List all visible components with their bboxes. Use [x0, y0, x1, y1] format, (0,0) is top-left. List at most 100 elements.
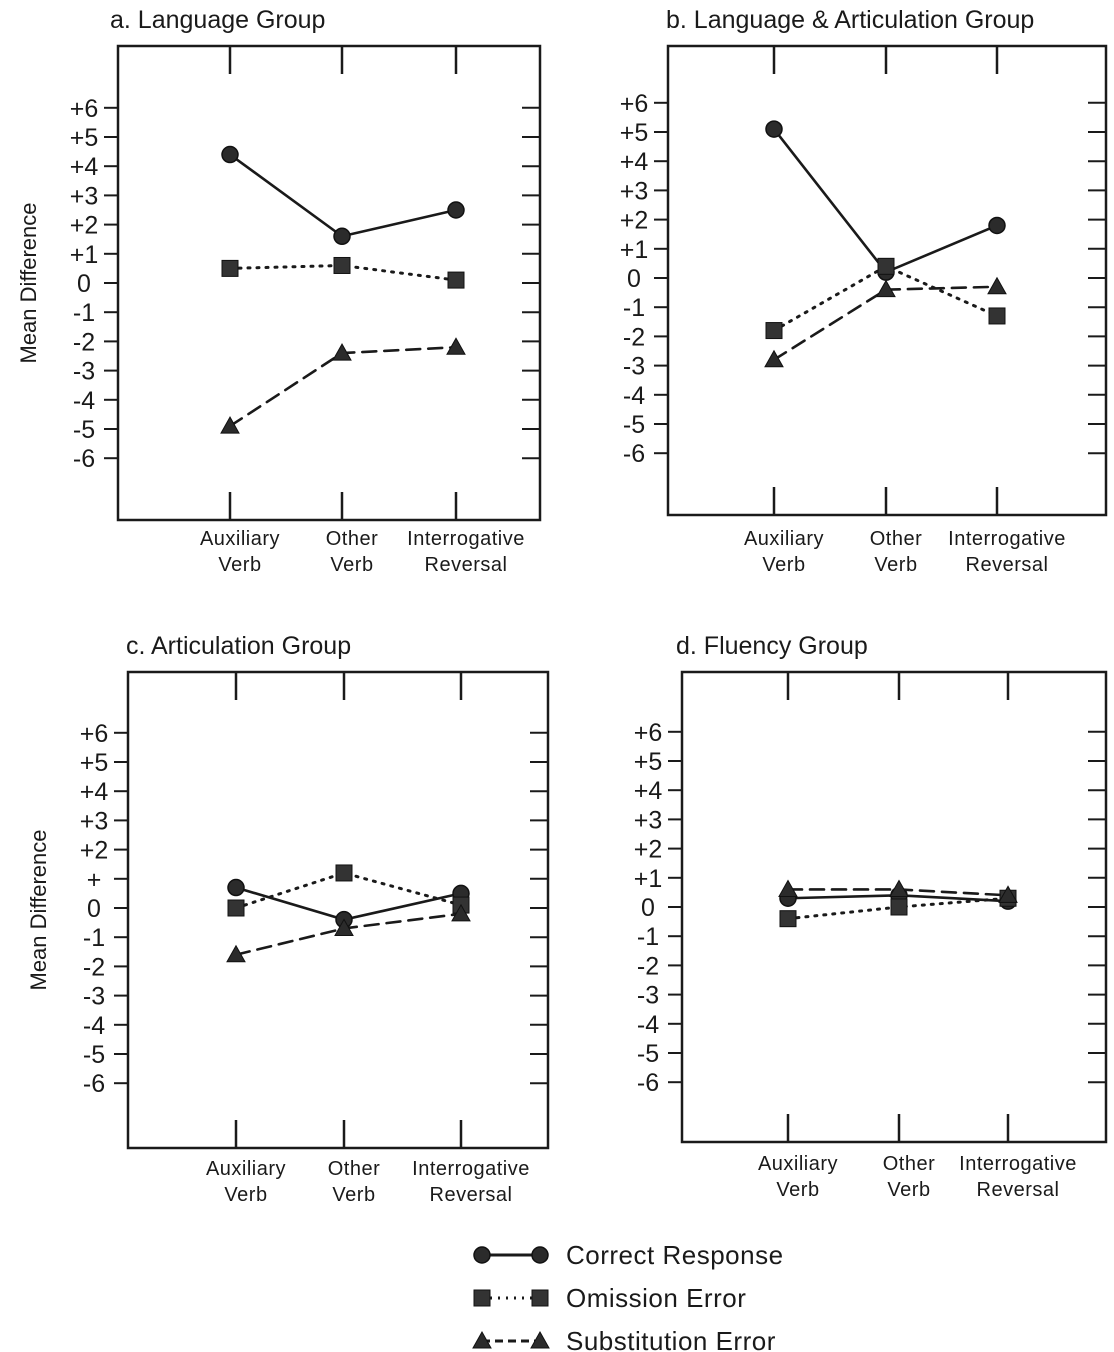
data-point-circle [221, 145, 239, 164]
chart-panels: a. Language Group+6+5+4+3+2+10-1-2-3-4-5… [16, 6, 1108, 1206]
y-tick-label: -3 [623, 353, 645, 381]
y-tick-label: -4 [623, 382, 645, 410]
x-category-label: Verb [332, 1184, 375, 1206]
y-tick-label: -3 [73, 358, 95, 386]
y-tick-label: +4 [634, 777, 663, 805]
legend-marker-circle [473, 1246, 491, 1264]
panel-a: a. Language Group +6+5+4+3+2+10-1-2-3-4-5… [16, 6, 542, 576]
data-point-square [779, 910, 797, 928]
legend-marker-triangle [472, 1330, 492, 1349]
data-point-triangle [987, 276, 1007, 295]
y-tick-label: +2 [620, 207, 649, 235]
y-tick-label: +3 [80, 807, 109, 835]
series-omission-error [221, 256, 465, 289]
y-tick-label: -3 [83, 983, 105, 1011]
legend-marker-square [473, 1289, 491, 1307]
x-category-label: Auxiliary [206, 1158, 286, 1180]
y-tick-label: +6 [80, 720, 109, 748]
series-substitution-error [220, 337, 466, 434]
y-tick-label: +1 [70, 241, 99, 269]
data-point-triangle [220, 416, 240, 434]
data-point-triangle [778, 879, 798, 897]
series-line [786, 896, 1010, 921]
y-tick-label: 0 [87, 895, 101, 923]
y-tick-label: +5 [80, 749, 109, 777]
panel-title: d. Fluency Group [676, 632, 868, 660]
data-point-triangle [446, 337, 466, 355]
y-tick-label: +4 [70, 153, 99, 181]
y-tick-label: -6 [83, 1070, 105, 1098]
y-tick-label: -1 [623, 294, 645, 322]
y-tick-label: -1 [83, 924, 105, 952]
series-correct-response [227, 878, 470, 929]
series-correct-response [221, 145, 465, 246]
x-category-label: Interrogative [407, 528, 525, 550]
data-point-triangle [998, 885, 1018, 903]
x-category-label: Interrogative [412, 1158, 530, 1180]
legend-item: Correct Response [473, 1240, 784, 1270]
series-line [228, 263, 458, 282]
data-point-triangle [334, 918, 354, 936]
series-line [772, 285, 999, 362]
y-tick-label: +3 [70, 182, 99, 210]
y-tick-label: -5 [73, 416, 95, 444]
series-omission-error [765, 257, 1006, 340]
y-tick-label: -1 [73, 299, 95, 327]
data-point-square [765, 322, 783, 340]
series-omission-error [227, 864, 470, 917]
y-tick-label: +5 [620, 119, 649, 147]
legend-item: Omission Error [473, 1283, 746, 1313]
x-category-label: Reversal [977, 1179, 1060, 1201]
x-category-label: Verb [762, 554, 805, 576]
y-tick-label: -5 [637, 1040, 659, 1068]
data-point-square [877, 257, 895, 275]
y-tick-label: +2 [80, 837, 109, 865]
plot-frame [126, 670, 550, 1150]
panel-d: d. Fluency Group +6+5+4+3+2+10-1-2-3-4-5-… [634, 632, 1108, 1201]
legend-item: Substitution Error [472, 1326, 775, 1352]
series-substitution-error [778, 879, 1018, 903]
y-tick-label: -1 [637, 923, 659, 951]
x-category-label: Verb [218, 554, 261, 576]
y-tick-label: + [87, 866, 102, 894]
x-category-label: Auxiliary [200, 528, 280, 550]
data-point-triangle [764, 349, 784, 368]
series-line [234, 871, 463, 910]
x-category-label: Verb [224, 1184, 267, 1206]
data-point-square [890, 898, 908, 916]
legend-label: Correct Response [566, 1240, 784, 1270]
y-tick-label: -2 [73, 328, 95, 356]
y-tick-label: +6 [620, 90, 649, 118]
y-tick-label: -2 [623, 323, 645, 351]
y-tick-label: +5 [634, 748, 663, 776]
panel-c: c. Articulation Group+6+5+4+3+2+0-1-2-3-… [26, 632, 550, 1206]
y-tick-label: -6 [73, 445, 95, 473]
y-tick-label: 0 [77, 270, 91, 298]
y-tick-label: -6 [637, 1069, 659, 1097]
y-tick-label: -2 [637, 952, 659, 980]
x-category-label: Other [326, 528, 379, 550]
x-category-label: Verb [874, 554, 917, 576]
x-category-label: Other [883, 1153, 936, 1175]
y-tick-label: -6 [623, 440, 645, 468]
series-substitution-error [226, 903, 471, 963]
data-point-triangle [332, 343, 352, 361]
legend-label: Omission Error [566, 1283, 746, 1313]
x-category-label: Auxiliary [758, 1153, 838, 1175]
x-category-label: Interrogative [959, 1153, 1077, 1175]
series-line [228, 153, 458, 238]
y-tick-label: 0 [627, 265, 641, 293]
y-tick-label: +4 [80, 778, 109, 806]
y-tick-label: +6 [70, 95, 99, 123]
x-category-label: Verb [776, 1179, 819, 1201]
y-tick-label: +2 [70, 212, 99, 240]
y-tick-label: -5 [83, 1041, 105, 1069]
legend-marker-square [531, 1289, 549, 1307]
y-tick-label: +1 [620, 236, 649, 264]
data-point-triangle [889, 879, 909, 897]
x-category-label: Verb [887, 1179, 930, 1201]
panel-title: b. Language & Articulation Group [666, 6, 1034, 34]
data-point-square [333, 256, 351, 274]
data-point-square [447, 271, 465, 289]
y-tick-label: -4 [637, 1011, 659, 1039]
